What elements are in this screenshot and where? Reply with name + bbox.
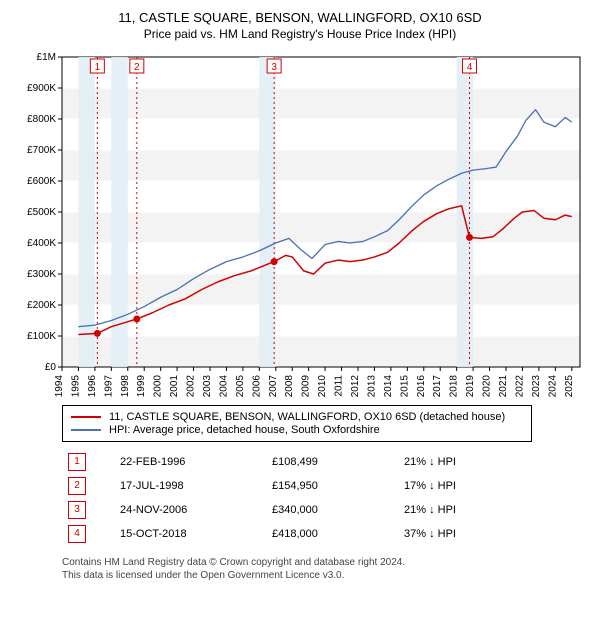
svg-text:2008: 2008 [284,375,295,397]
svg-text:2015: 2015 [399,375,410,397]
event-delta: 21% ↓ HPI [398,498,532,522]
svg-text:£300K: £300K [27,269,56,280]
svg-text:1999: 1999 [136,375,147,397]
legend-box: 11, CASTLE SQUARE, BENSON, WALLINGFORD, … [62,405,532,442]
legend-swatch [71,416,101,418]
footer-line1: Contains HM Land Registry data © Crown c… [62,556,532,569]
svg-text:1995: 1995 [70,375,81,397]
event-price: £154,950 [266,474,398,498]
svg-text:£200K: £200K [27,300,56,311]
chart-area: £0 £100K £200K £300K £400K £500K £600K £700K £80… [10,47,590,397]
svg-text:2013: 2013 [366,375,377,397]
event-date: 24-NOV-2006 [114,498,266,522]
svg-text:3: 3 [271,62,277,73]
chart-title-address: 11, CASTLE SQUARE, BENSON, WALLINGFORD, … [10,10,590,25]
event-date: 17-JUL-1998 [114,474,266,498]
svg-text:£400K: £400K [27,238,56,249]
event-row: 1 22-FEB-1996£108,49921% ↓ HPI [62,450,532,474]
svg-text:2011: 2011 [334,375,345,397]
svg-text:2023: 2023 [531,375,542,397]
svg-text:2024: 2024 [547,375,558,397]
svg-text:2016: 2016 [416,375,427,397]
svg-text:2010: 2010 [317,375,328,397]
svg-text:2006: 2006 [251,375,262,397]
event-delta: 17% ↓ HPI [398,474,532,498]
event-marker: 3 [68,501,86,519]
svg-text:1: 1 [95,62,101,73]
svg-text:2020: 2020 [482,375,493,397]
svg-text:1998: 1998 [120,375,131,397]
event-row: 4 15-OCT-2018£418,00037% ↓ HPI [62,522,532,546]
svg-text:2019: 2019 [465,375,476,397]
svg-text:£1M: £1M [37,52,56,63]
svg-text:2001: 2001 [169,375,180,397]
svg-text:1997: 1997 [103,375,114,397]
svg-text:2022: 2022 [514,375,525,397]
footer-text: Contains HM Land Registry data © Crown c… [62,556,532,582]
event-marker: 4 [68,525,86,543]
svg-text:2018: 2018 [449,375,460,397]
svg-text:2021: 2021 [498,375,509,397]
event-price: £340,000 [266,498,398,522]
event-date: 22-FEB-1996 [114,450,266,474]
svg-text:2: 2 [134,62,140,73]
svg-text:£100K: £100K [27,331,56,342]
legend-item: HPI: Average price, detached house, Sout… [71,424,523,436]
footer-line2: This data is licensed under the Open Gov… [62,569,532,582]
svg-text:2000: 2000 [153,375,164,397]
svg-text:2017: 2017 [432,375,443,397]
svg-text:2014: 2014 [383,375,394,397]
event-delta: 21% ↓ HPI [398,450,532,474]
svg-text:2002: 2002 [186,375,197,397]
svg-text:£0: £0 [45,362,57,373]
event-row: 3 24-NOV-2006£340,00021% ↓ HPI [62,498,532,522]
svg-text:2012: 2012 [350,375,361,397]
svg-text:£500K: £500K [27,207,56,218]
svg-text:2003: 2003 [202,375,213,397]
event-price: £418,000 [266,522,398,546]
event-delta: 37% ↓ HPI [398,522,532,546]
svg-text:2004: 2004 [218,375,229,397]
svg-text:1994: 1994 [54,375,65,397]
event-table: 1 22-FEB-1996£108,49921% ↓ HPI 2 17-JUL-199… [62,450,532,546]
svg-text:4: 4 [467,62,473,73]
event-price: £108,499 [266,450,398,474]
svg-text:2009: 2009 [301,375,312,397]
svg-text:£800K: £800K [27,114,56,125]
event-marker: 2 [68,477,86,495]
event-row: 2 17-JUL-1998£154,95017% ↓ HPI [62,474,532,498]
legend-label: 11, CASTLE SQUARE, BENSON, WALLINGFORD, … [109,411,505,423]
svg-text:2005: 2005 [235,375,246,397]
svg-text:2025: 2025 [564,375,575,397]
chart-title-desc: Price paid vs. HM Land Registry's House … [10,27,590,41]
event-date: 15-OCT-2018 [114,522,266,546]
legend-swatch [71,429,101,431]
legend-label: HPI: Average price, detached house, Sout… [109,424,380,436]
svg-text:£600K: £600K [27,176,56,187]
svg-text:£900K: £900K [27,83,56,94]
svg-text:£700K: £700K [27,145,56,156]
event-marker: 1 [68,453,86,471]
svg-text:2007: 2007 [268,375,279,397]
legend-item: 11, CASTLE SQUARE, BENSON, WALLINGFORD, … [71,411,523,423]
svg-text:1996: 1996 [87,375,98,397]
